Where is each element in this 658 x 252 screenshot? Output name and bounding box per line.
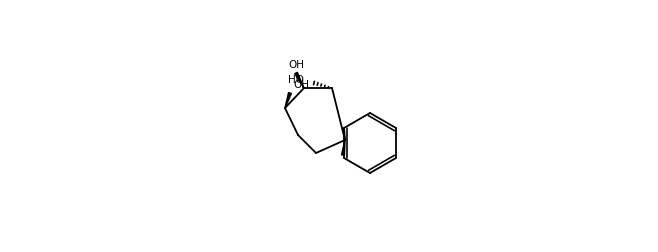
Polygon shape <box>285 92 291 108</box>
Polygon shape <box>295 72 304 88</box>
Text: OH: OH <box>288 60 304 70</box>
Text: OH: OH <box>293 80 309 90</box>
Text: HO: HO <box>288 75 304 85</box>
Polygon shape <box>342 140 345 155</box>
